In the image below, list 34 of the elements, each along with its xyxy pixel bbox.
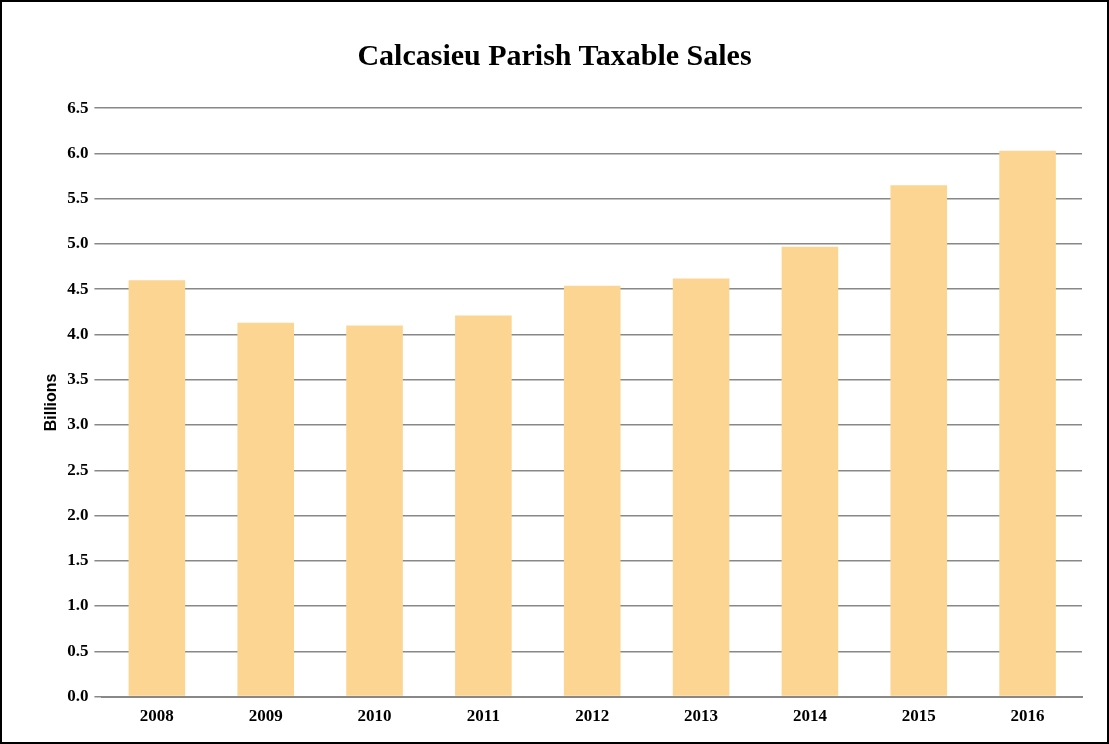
y-tick-label: 0.0 xyxy=(67,685,89,705)
y-tick-label: 4.5 xyxy=(67,278,89,298)
bar xyxy=(563,285,621,696)
x-tick-label: 2014 xyxy=(792,706,828,726)
y-tick-label: 4.0 xyxy=(67,323,89,343)
y-tick-label: 1.5 xyxy=(67,550,89,570)
y-tick-label: 6.0 xyxy=(67,142,89,162)
y-tick-label: 1.0 xyxy=(67,595,89,615)
bar xyxy=(999,150,1056,696)
x-tick-label: 2008 xyxy=(139,706,174,726)
x-tick-label: 2009 xyxy=(248,706,283,726)
x-tick-label: 2013 xyxy=(684,706,719,726)
y-axis-title: Billions xyxy=(42,373,60,432)
bar xyxy=(455,315,512,696)
x-tick-label: 2015 xyxy=(901,706,936,726)
y-tick-label: 3.5 xyxy=(67,369,89,389)
bar xyxy=(128,280,186,696)
bar xyxy=(890,185,948,696)
bar xyxy=(672,278,730,696)
x-tick-label: 2011 xyxy=(466,706,500,726)
x-tick-label: 2010 xyxy=(357,706,392,726)
bar xyxy=(237,322,295,696)
y-tick-label: 2.5 xyxy=(67,459,89,479)
x-tick-label: 2012 xyxy=(575,706,610,726)
y-tick-label: 0.5 xyxy=(67,640,89,660)
chart-title: Calcasieu Parish Taxable Sales xyxy=(356,38,753,72)
bar xyxy=(346,325,403,696)
y-tick-label: 5.5 xyxy=(67,188,89,208)
bar xyxy=(781,246,839,696)
x-tick-label: 2016 xyxy=(1010,706,1045,726)
y-tick-label: 2.0 xyxy=(67,504,89,524)
y-tick-label: 5.0 xyxy=(67,233,89,253)
y-tick-label: 3.0 xyxy=(67,414,89,434)
y-tick-label: 6.5 xyxy=(67,97,89,117)
